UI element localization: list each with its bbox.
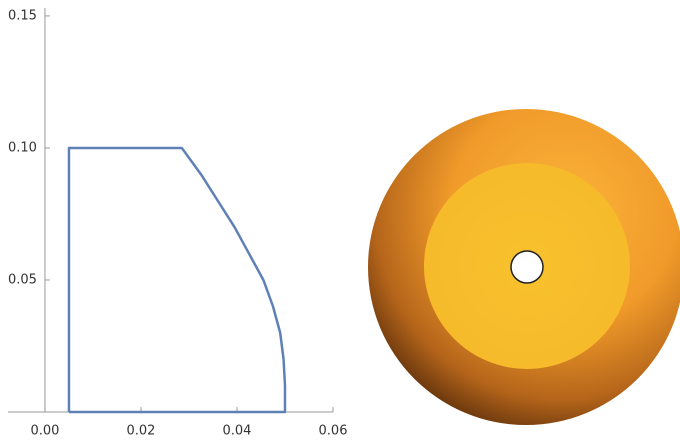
solid-render: [368, 109, 680, 425]
plot: 0.00 0.02 0.04 0.06 0.05 0.10 0.15: [8, 8, 347, 439]
series-line: [69, 148, 285, 412]
y-tick-label: 0.15: [8, 8, 37, 23]
page: 0.000.020.040.060.050.100.15 (() => { co…: [0, 0, 680, 440]
x-tick-label: 0.06: [319, 424, 348, 439]
solid-hole: [511, 251, 543, 283]
x-tick-label: 0.04: [223, 424, 252, 439]
y-tick-label: 0.10: [8, 140, 37, 155]
x-tick-label: 0.02: [126, 424, 155, 439]
x-tick-label: 0.00: [30, 424, 59, 439]
y-tick-label: 0.05: [8, 272, 37, 287]
figure: 0.00 0.02 0.04 0.06 0.05 0.10 0.15: [0, 0, 680, 440]
